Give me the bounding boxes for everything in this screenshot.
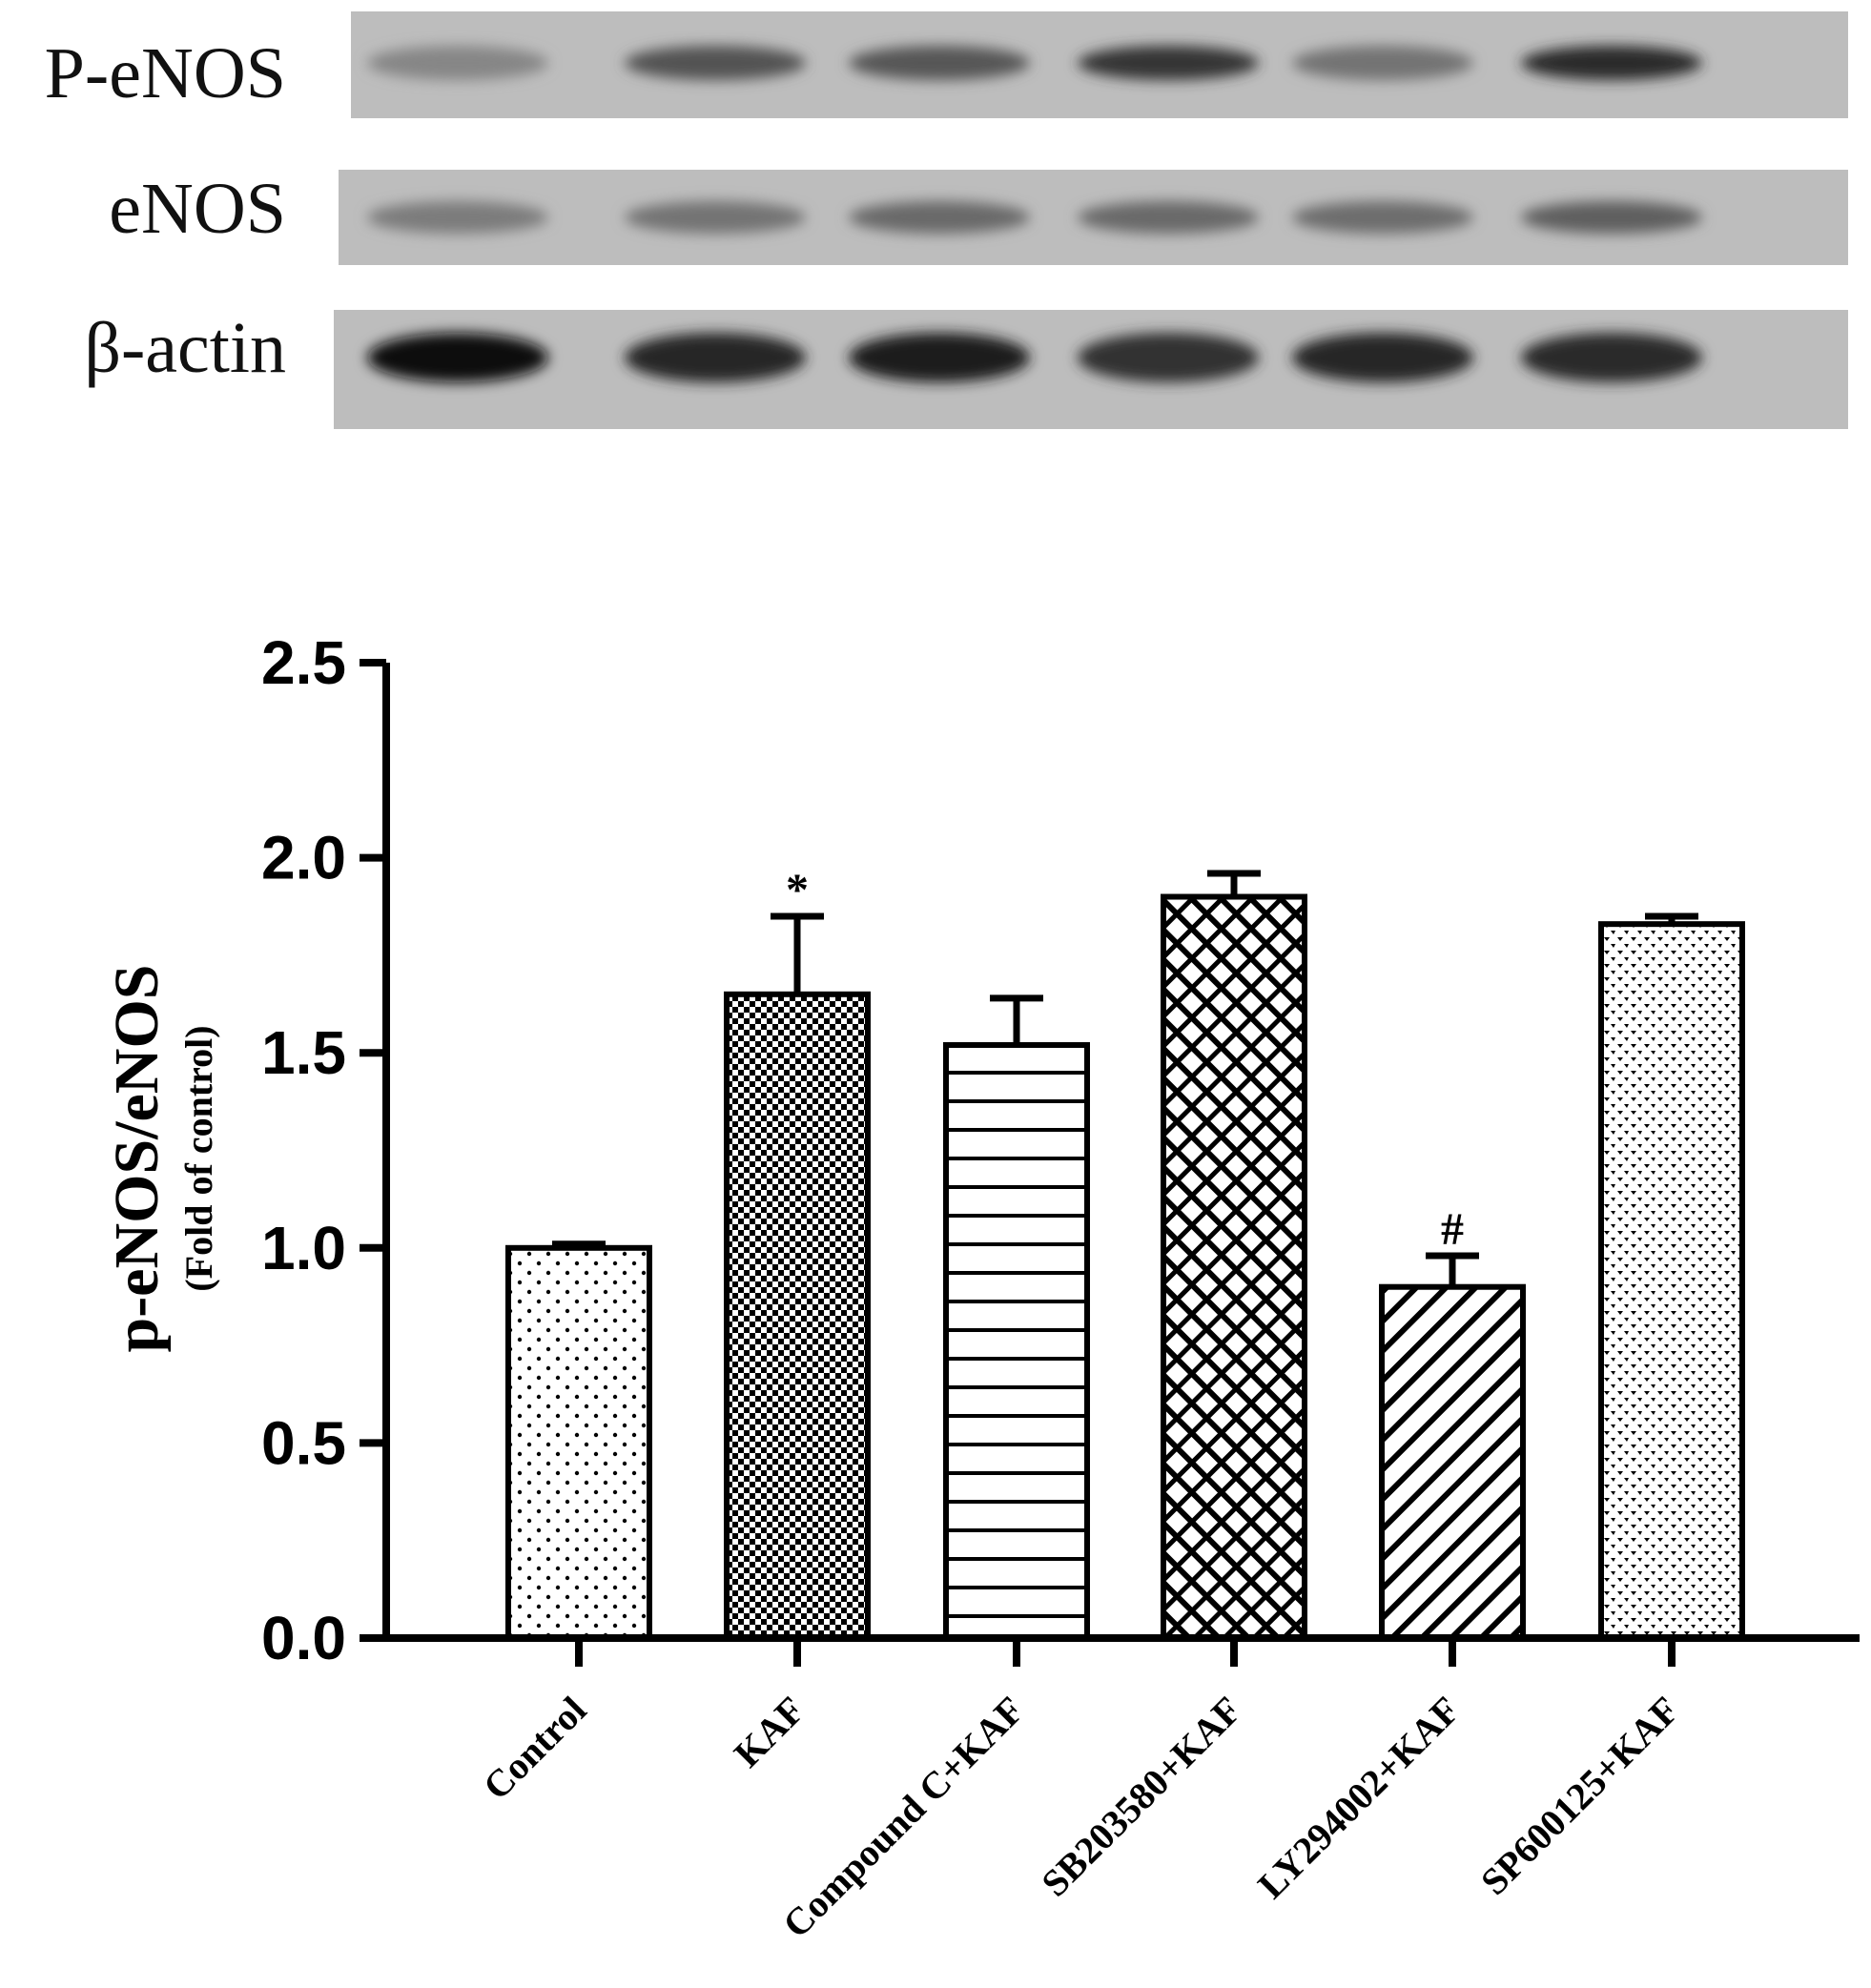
blot-row-label: P-eNOS	[45, 33, 286, 113]
blot-band	[849, 333, 1030, 382]
axes-group	[382, 663, 1860, 1642]
blot-row: β-actin	[84, 308, 1848, 429]
y-tick-label: 1.5	[261, 1018, 346, 1087]
blot-band	[367, 46, 548, 80]
x-tick-label: LY294002+KAF	[1249, 1689, 1468, 1907]
annotations-group: *#	[786, 865, 1464, 1255]
bar	[1161, 893, 1307, 1641]
y-axis-sublabel: (Fold of control)	[177, 1025, 220, 1291]
x-tick-label: KAF	[726, 1689, 813, 1776]
y-tick-label: 2.0	[261, 824, 346, 892]
blot-row: eNOS	[109, 169, 1848, 265]
y-tick-label: 2.5	[261, 628, 346, 697]
blot-band	[1078, 46, 1259, 80]
blot-band	[625, 201, 806, 234]
blot-band	[367, 201, 548, 234]
bar	[943, 1042, 1090, 1641]
x-tick-label: SB203580+KAF	[1033, 1689, 1249, 1905]
y-ticks-group: 0.0 0.5 1.0 1.5 2.0 2.5	[261, 628, 386, 1672]
y-axis-title: p-eNOS/eNOS (Fold of control)	[102, 964, 220, 1352]
blot-row-label: β-actin	[84, 308, 286, 388]
bar	[505, 1244, 652, 1642]
blot-band	[1078, 201, 1259, 234]
western-blot-panel: P-eNOS eNOS β-actin	[45, 11, 1848, 429]
blot-band	[625, 46, 806, 80]
significance-mark: *	[786, 865, 809, 915]
x-tick-label: Control	[475, 1689, 595, 1809]
blot-band	[625, 333, 806, 382]
x-tick-label: SP600125+KAF	[1472, 1689, 1688, 1904]
blot-band	[1521, 333, 1702, 382]
blot-row: P-eNOS	[45, 11, 1848, 118]
blot-band	[1521, 46, 1702, 80]
blot-band	[1521, 201, 1702, 234]
blot-band	[367, 333, 548, 382]
error-bars-group	[552, 870, 1698, 1287]
x-tick-label: Compound C+KAF	[774, 1689, 1032, 1946]
blot-band	[1292, 46, 1473, 80]
blot-band	[1292, 201, 1473, 234]
blot-band	[1292, 333, 1473, 382]
bar	[724, 991, 871, 1641]
blot-band	[849, 46, 1030, 80]
y-axis-label: p-eNOS/eNOS	[102, 964, 172, 1352]
bar	[1379, 1283, 1526, 1641]
blot-row-label: eNOS	[109, 169, 286, 249]
significance-mark: #	[1441, 1204, 1464, 1255]
blot-band	[1078, 333, 1259, 382]
y-tick-label: 0.5	[261, 1408, 346, 1477]
bars-group	[505, 893, 1745, 1642]
y-tick-label: 1.0	[261, 1214, 346, 1282]
bar	[1598, 921, 1745, 1641]
y-tick-label: 0.0	[261, 1604, 346, 1672]
blot-band	[849, 201, 1030, 234]
